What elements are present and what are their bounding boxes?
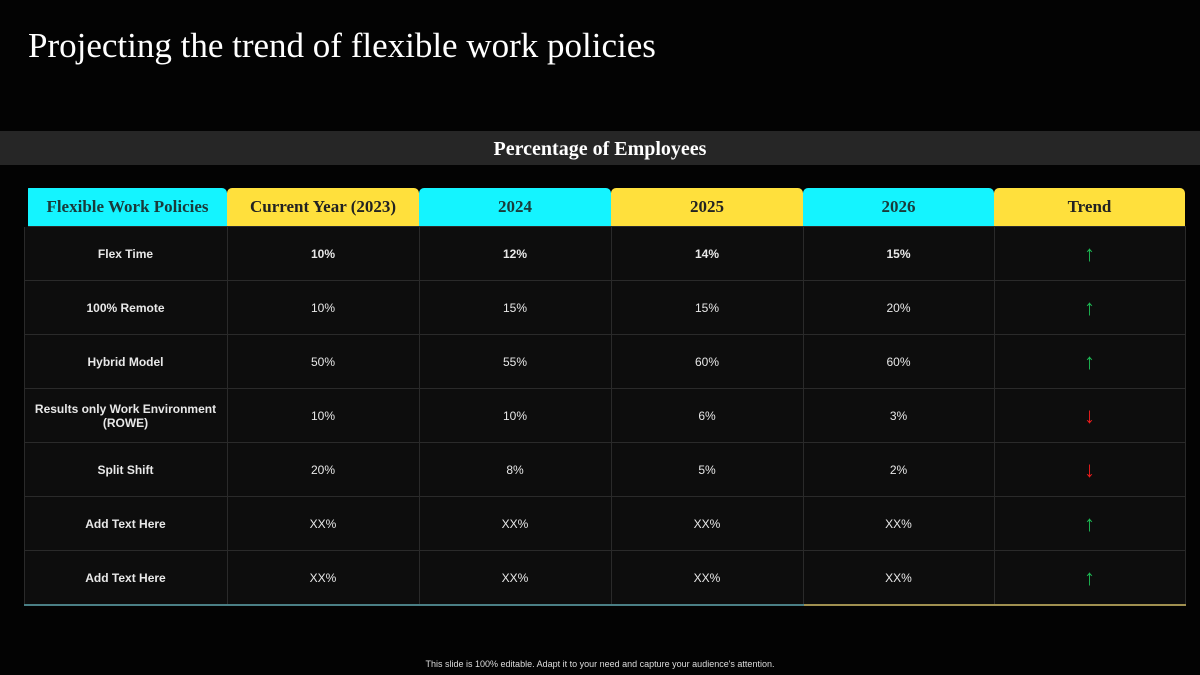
value-cell: 3% [802, 388, 995, 443]
arrow-up-icon: ↑ [1084, 510, 1095, 536]
policy-name: Add Text Here [23, 496, 228, 551]
trend-cell: ↓ [993, 442, 1186, 497]
table-row: 100% Remote 10% 15% 15% 20% ↑ [23, 280, 1186, 335]
arrow-up-icon: ↑ [1084, 294, 1095, 320]
table-row: Flex Time 10% 12% 14% 15% ↑ [23, 226, 1186, 281]
page-title: Projecting the trend of flexible work po… [28, 26, 656, 65]
policy-name: Split Shift [23, 442, 228, 497]
table-row: Results only Work Environment (ROWE) 10% 1… [23, 388, 1186, 443]
value-cell: 10% [418, 388, 612, 443]
value-cell: 15% [418, 280, 612, 335]
arrow-up-icon: ↑ [1084, 348, 1095, 374]
trend-cell: ↓ [993, 388, 1186, 443]
section-band: Percentage of Employees [0, 131, 1200, 165]
value-cell: XX% [418, 496, 612, 551]
value-cell: 10% [226, 388, 420, 443]
policy-name: 100% Remote [23, 280, 228, 335]
policy-name: Results only Work Environment (ROWE) [23, 388, 228, 443]
trend-cell: ↑ [993, 334, 1186, 389]
value-cell: XX% [610, 550, 804, 606]
value-cell: XX% [226, 496, 420, 551]
value-cell: XX% [802, 496, 995, 551]
footer-note: This slide is 100% editable. Adapt it to… [425, 659, 775, 669]
value-cell: XX% [418, 550, 612, 606]
arrow-down-icon: ↓ [1084, 456, 1095, 482]
policy-name: Flex Time [23, 226, 228, 281]
value-cell: 2% [802, 442, 995, 497]
value-cell: 55% [418, 334, 612, 389]
header-trend: Trend [994, 188, 1185, 227]
value-cell: 8% [418, 442, 612, 497]
value-cell: 10% [226, 226, 420, 281]
value-cell: 15% [610, 280, 804, 335]
value-cell: 5% [610, 442, 804, 497]
arrow-down-icon: ↓ [1084, 402, 1095, 428]
table-row: Add Text Here XX% XX% XX% XX% ↑ [23, 496, 1186, 551]
table-row: Add Text Here XX% XX% XX% XX% ↑ [23, 550, 1186, 606]
value-cell: 15% [802, 226, 995, 281]
table-row: Hybrid Model 50% 55% 60% 60% ↑ [23, 334, 1186, 389]
policy-name: Add Text Here [23, 550, 228, 606]
header-policies: Flexible Work Policies [20, 188, 227, 227]
value-cell: 50% [226, 334, 420, 389]
header-2026: 2026 [803, 188, 994, 227]
value-cell: XX% [610, 496, 804, 551]
header-current-year: Current Year (2023) [227, 188, 419, 227]
header-2024: 2024 [419, 188, 611, 227]
trend-cell: ↑ [993, 550, 1186, 606]
value-cell: 20% [226, 442, 420, 497]
value-cell: 60% [802, 334, 995, 389]
value-cell: XX% [226, 550, 420, 606]
arrow-up-icon: ↑ [1084, 240, 1095, 266]
value-cell: 6% [610, 388, 804, 443]
trend-cell: ↑ [993, 280, 1186, 335]
policy-table: Flexible Work Policies Current Year (202… [20, 188, 1186, 606]
trend-cell: ↑ [993, 226, 1186, 281]
value-cell: 14% [610, 226, 804, 281]
value-cell: XX% [802, 550, 995, 606]
table-row: Split Shift 20% 8% 5% 2% ↓ [23, 442, 1186, 497]
value-cell: 20% [802, 280, 995, 335]
trend-cell: ↑ [993, 496, 1186, 551]
header-2025: 2025 [611, 188, 803, 227]
value-cell: 60% [610, 334, 804, 389]
arrow-up-icon: ↑ [1084, 564, 1095, 590]
value-cell: 10% [226, 280, 420, 335]
policy-name: Hybrid Model [23, 334, 228, 389]
value-cell: 12% [418, 226, 612, 281]
